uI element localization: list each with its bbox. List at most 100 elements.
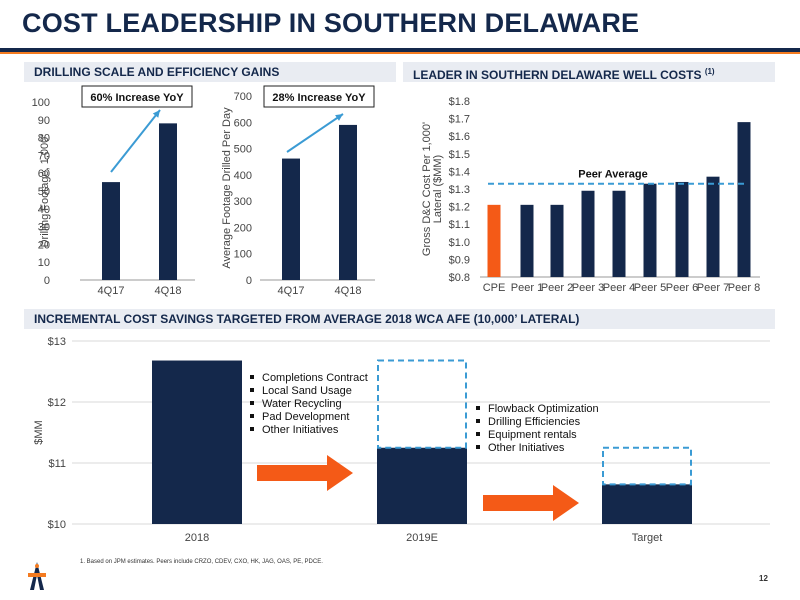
perday-ylabel: Average Footage Drilled Per Day [221,107,233,269]
savings-note-target: Other Initiatives [488,442,565,454]
wellcost-ytick-label: $1.7 [449,114,470,126]
footage-ytick-label: 60 [38,168,50,180]
perday-category-label: 4Q17 [278,285,305,297]
wellcost-category-label: Peer 1 [511,282,543,294]
footage-bar-4q17 [102,182,120,280]
wellcost-ytick-label: $0.9 [449,254,470,266]
perday-bar-4q17 [282,158,300,280]
savings-ylabel: $MM [33,420,45,444]
wellcost-category-label: Peer 6 [666,282,698,294]
footage-ytick-label: 40 [38,204,50,216]
wellcost-ytick-label: $1.1 [449,219,470,231]
footage-ytick-label: 70 [38,150,50,162]
wellcost-peer-average-label: Peer Average [578,169,648,181]
wellcost-category-label: Peer 2 [541,282,573,294]
section-header-drilling-text: DRILLING SCALE AND EFFICIENCY GAINS [34,65,280,79]
savings-note-2019e-bullet [250,388,254,392]
savings-note-2019e: Local Sand Usage [262,385,352,397]
wellcost-ytick-label: $1.8 [449,96,470,108]
section-header-drilling: DRILLING SCALE AND EFFICIENCY GAINS [24,62,396,82]
perday-ytick-label: 200 [234,222,252,234]
title-rule-accent [0,52,800,54]
wellcost-bar-peer-2 [550,204,564,277]
wellcost-ytick-label: $1.3 [449,184,470,196]
perday-annotation-box [263,85,375,108]
savings-note-target-bullet [476,406,480,410]
savings-step-arrow-2 [483,485,579,521]
perday-growth-arrow [286,113,344,153]
savings-removed-cost-outline [377,359,467,449]
perday-bar-4q18 [339,124,357,281]
savings-note-target: Equipment rentals [488,429,577,441]
wellcost-category-label: CPE [483,282,506,294]
footage-category-label: 4Q18 [155,285,182,297]
perday-annotation-text: 28% Increase YoY [272,92,366,104]
savings-category-label: 2019E [406,532,438,544]
savings-note-2019e: Other Initiatives [262,424,339,436]
wellcost-ytick-label: $1.5 [449,149,470,161]
savings-ytick-label: $13 [48,336,66,348]
wellcost-bar-cpe [487,204,501,277]
savings-note-target-bullet [476,419,480,423]
company-logo [26,561,48,596]
savings-note-target: Flowback Optimization [488,403,599,415]
footage-annotation-box [81,85,193,108]
section-header-cost-savings: INCREMENTAL COST SAVINGS TARGETED FROM A… [24,309,775,329]
section-header-footnote-ref: (1) [704,67,715,76]
footage-ytick-label: 90 [38,115,50,127]
wellcost-category-label: Peer 4 [603,282,635,294]
wellcost-ytick-label: $1.2 [449,202,470,214]
wellcost-bar-peer-7 [706,176,720,277]
wellcost-category-label: Peer 5 [634,282,666,294]
perday-category-label: 4Q18 [335,285,362,297]
wellcost-bar-peer-1 [520,204,534,277]
savings-note-2019e: Completions Contract [262,372,368,384]
page-title: COST LEADERSHIP IN SOUTHERN DELAWARE [22,8,640,38]
wellcost-bar-peer-4 [612,190,626,277]
perday-ytick-label: 600 [234,117,252,129]
savings-note-2019e-bullet [250,427,254,431]
wellcost-ytick-label: $1.4 [449,166,470,178]
footage-ytick-label: 0 [44,275,50,287]
savings-bar-2019e [377,447,467,524]
savings-removed-cost-outline [602,446,692,486]
wellcost-ytick-label: $1.0 [449,237,470,249]
footage-ytick-label: 100 [32,97,50,109]
footage-ytick-label: 80 [38,133,50,145]
perday-ytick-label: 100 [234,249,252,261]
wellcost-bar-peer-5 [643,183,657,277]
savings-step-arrow-1 [257,455,353,491]
savings-note-2019e: Pad Development [262,411,349,423]
footage-annotation-text: 60% Increase YoY [90,92,184,104]
perday-ytick-label: 0 [246,275,252,287]
section-header-cost-savings-text: INCREMENTAL COST SAVINGS TARGETED FROM A… [34,312,580,326]
wellcost-category-label: Peer 7 [697,282,729,294]
footage-growth-arrowhead [152,110,160,118]
section-header-well-costs-text: LEADER IN SOUTHERN DELAWARE WELL COSTS [413,68,702,82]
title-rule [0,48,800,52]
savings-note-2019e-bullet [250,401,254,405]
savings-note-target-bullet [476,432,480,436]
footnote: 1. Based on JPM estimates. Peers include… [80,559,323,565]
footage-ylabel: Drilling Footage, 1,000' [39,135,51,248]
wellcost-ylabel: Lateral ($MM) [432,155,444,223]
savings-note-2019e-bullet [250,375,254,379]
perday-growth-arrowhead [335,114,343,121]
footage-ytick-label: 20 [38,239,50,251]
savings-note-2019e: Water Recycling [262,398,342,410]
footage-ytick-label: 30 [38,222,50,234]
wellcost-ytick-label: $1.6 [449,131,470,143]
savings-note-target-bullet [476,445,480,449]
savings-note-target: Drilling Efficiencies [488,416,581,428]
footage-ytick-label: 50 [38,186,50,198]
savings-note-2019e-bullet [250,414,254,418]
savings-ytick-label: $12 [48,397,66,409]
wellcost-ytick-label: $0.8 [449,272,470,284]
section-header-well-costs: LEADER IN SOUTHERN DELAWARE WELL COSTS (… [403,62,775,82]
footage-category-label: 4Q17 [98,285,125,297]
footage-bar-4q18 [159,123,177,280]
footage-ytick-label: 10 [38,257,50,269]
savings-category-label: Target [632,532,663,544]
savings-bar-target [602,484,692,524]
